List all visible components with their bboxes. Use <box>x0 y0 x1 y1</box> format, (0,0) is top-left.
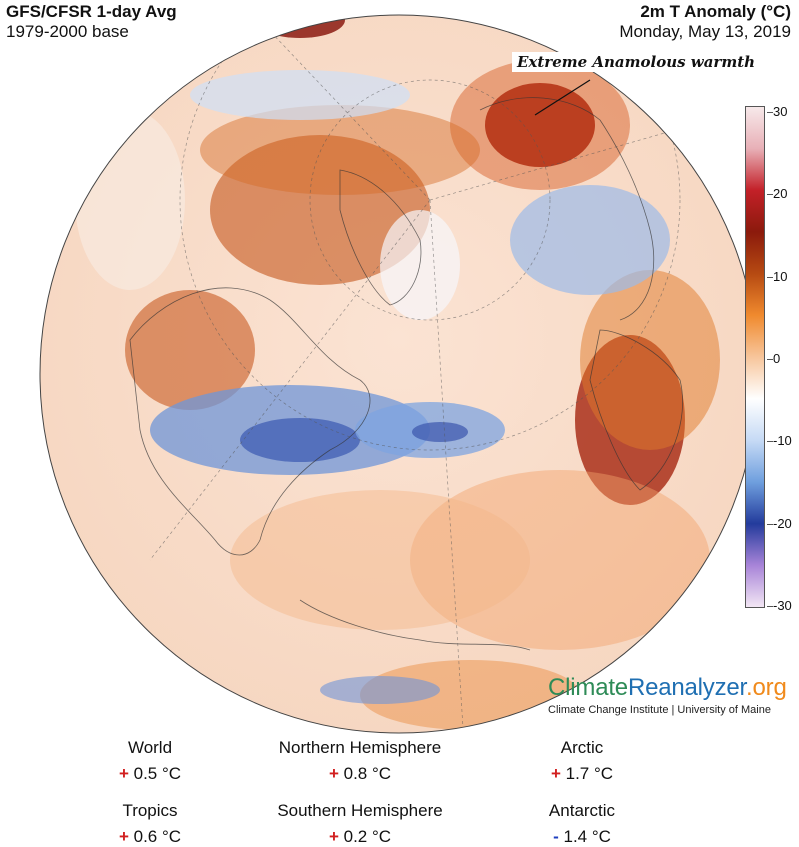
anomaly-patch <box>255 15 345 38</box>
colorbar-tick-label: 20 <box>773 186 788 202</box>
colorbar-tick-label: -10 <box>773 433 792 449</box>
coastline <box>129 287 371 556</box>
colorbar-tick <box>767 359 773 360</box>
stat-value: + 0.6 °C <box>30 827 270 847</box>
graticule <box>149 15 711 733</box>
stat-name: Antarctic <box>548 801 616 820</box>
globe <box>40 15 758 733</box>
stat-world: World + 0.5 °C <box>30 738 270 784</box>
stat-value: + 0.2 °C <box>240 827 480 847</box>
credit-line: Climate Change Institute | University of… <box>548 704 771 716</box>
stat-sign: + <box>550 764 561 783</box>
logo: ClimateReanalyzer.org <box>548 674 787 702</box>
stat-name: Northern Hemisphere <box>278 738 442 757</box>
anomaly-patch <box>125 290 255 410</box>
stat-number: 0.5 °C <box>133 764 182 783</box>
logo-part-org: .org <box>746 674 787 701</box>
anomaly-patch <box>190 70 410 120</box>
colorbar <box>745 106 765 608</box>
logo-part-climate: Climate <box>548 674 628 701</box>
coastline <box>589 329 683 491</box>
coastline <box>339 169 422 306</box>
stat-value: + 0.5 °C <box>30 764 270 784</box>
stat-number: 1.4 °C <box>563 827 611 846</box>
stat-value: + 0.8 °C <box>240 764 480 784</box>
annotation-label: Extreme Anamolous warmth <box>512 52 761 72</box>
stat-number: 0.2 °C <box>343 827 392 846</box>
stat-name: Arctic <box>560 738 604 757</box>
stat-name: World <box>127 738 173 757</box>
stat-arctic: Arctic + 1.7 °C <box>462 738 702 784</box>
stat-name: Tropics <box>122 801 178 820</box>
colorbar-tick-label: -20 <box>773 515 792 531</box>
stat-sign: + <box>328 764 339 783</box>
colorbar-tick-label: 30 <box>773 104 788 119</box>
anomaly-patch <box>230 490 530 630</box>
coastline <box>299 599 531 651</box>
colorbar-tick <box>767 441 773 443</box>
stat-tropics: Tropics + 0.6 °C <box>30 801 270 847</box>
stat-antarctic: Antarctic - 1.4 °C <box>462 801 702 847</box>
stat-value: + 1.7 °C <box>462 764 702 784</box>
colorbar-tick <box>767 194 773 196</box>
colorbar-tick-label: 10 <box>773 268 788 284</box>
anomaly-patch <box>210 135 430 285</box>
colorbar-tick <box>767 276 773 278</box>
annotation-arrow <box>534 79 591 116</box>
map-title: GFS/CFSR 1-day Avg <box>6 2 177 21</box>
colorbar-tick <box>767 112 773 113</box>
anomaly-patch <box>485 83 595 167</box>
anomaly-patch <box>200 105 480 195</box>
coastline <box>479 97 655 321</box>
logo-part-reanalyzer: Reanalyzer <box>627 674 747 701</box>
anomaly-patch <box>320 676 440 704</box>
stat-southern-hemisphere: Southern Hemisphere + 0.2 °C <box>240 801 480 847</box>
stat-number: 0.6 °C <box>133 827 182 846</box>
anomaly-patch <box>510 185 670 295</box>
anomaly-patch <box>580 270 720 450</box>
stat-sign: + <box>118 764 129 783</box>
anomaly-patch <box>412 422 468 442</box>
stat-number: 1.7 °C <box>565 764 614 783</box>
stat-name: Southern Hemisphere <box>277 801 443 820</box>
stat-northern-hemisphere: Northern Hemisphere + 0.8 °C <box>240 738 480 784</box>
stat-sign: + <box>328 827 339 846</box>
colorbar-tick <box>767 606 773 607</box>
colorbar-tick <box>767 523 773 525</box>
stat-value: - 1.4 °C <box>462 827 702 847</box>
map-date: Monday, May 13, 2019 <box>619 22 791 41</box>
colorbar-tick-label: -30 <box>773 598 792 613</box>
baseline-period: 1979-2000 base <box>6 22 129 41</box>
colorbar-tick-label: 0 <box>773 351 781 366</box>
anomaly-patch <box>450 60 630 190</box>
anomaly-patch <box>410 470 710 650</box>
stat-sign: - <box>553 827 559 846</box>
stat-number: 0.8 °C <box>343 764 392 783</box>
anomaly-patch <box>240 418 360 462</box>
variable-title: 2m T Anomaly (°C) <box>640 2 791 21</box>
stat-sign: + <box>118 827 129 846</box>
